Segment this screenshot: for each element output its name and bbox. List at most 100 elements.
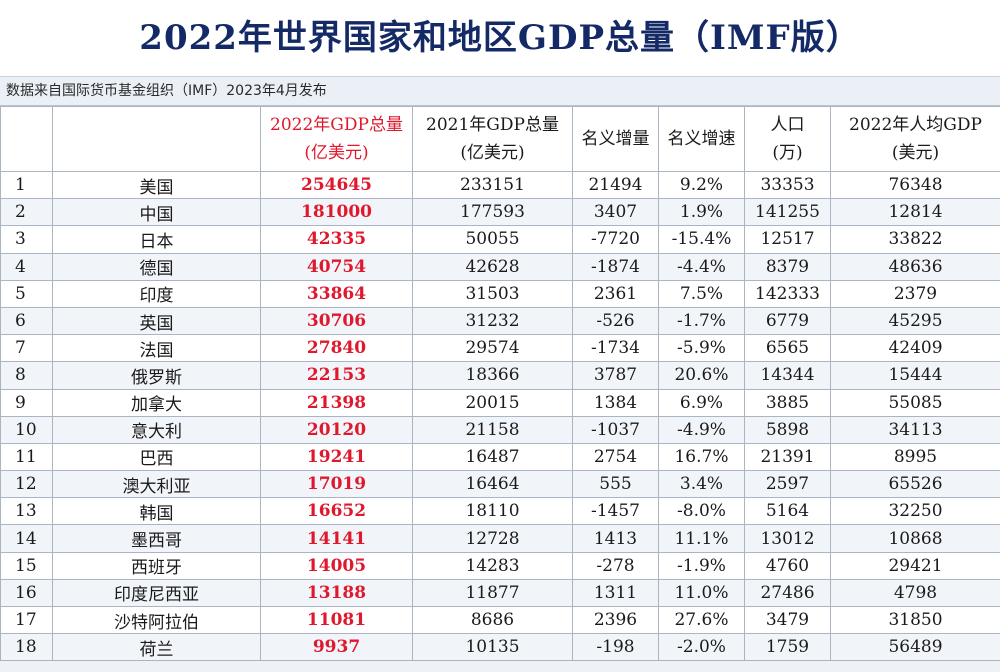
cell-gdp-2022: 27840	[260, 334, 413, 363]
cell-gdp-2021: 8686	[412, 605, 573, 635]
cell-growth: -15.4%	[658, 225, 745, 254]
cell-population: 3885	[744, 388, 831, 417]
cell-increase: -1037	[572, 415, 659, 444]
cell-rank: 1	[0, 170, 53, 200]
cell-rank: 7	[0, 334, 53, 363]
source-note: 数据来自国际货币基金组织（IMF）2023年4月发布	[0, 77, 1000, 106]
table-header: 2022年GDP总量 (亿美元) 2021年GDP总量 (亿美元) 名义增量 名…	[0, 106, 1000, 172]
table-row: 5 印度 33864 31503 2361 7.5% 142333 2379	[0, 279, 1000, 308]
cell-per-capita: 48636	[830, 252, 1000, 281]
cell-population: 2597	[744, 470, 831, 499]
cell-increase: 3407	[572, 198, 659, 227]
cell-gdp-2021: 12728	[412, 524, 573, 553]
cell-growth: -1.7%	[658, 306, 745, 336]
cell-growth: 6.9%	[658, 388, 745, 417]
cell-gdp-2021: 233151	[412, 170, 573, 200]
header-per-capita-unit: (美元)	[891, 143, 940, 163]
cell-population: 12517	[744, 225, 831, 254]
cell-name: 印度	[52, 279, 261, 308]
cell-population: 4760	[744, 551, 831, 580]
cell-increase: -7720	[572, 225, 659, 254]
cell-gdp-2021: 177593	[412, 198, 573, 227]
cell-rank: 12	[0, 470, 53, 499]
cell-growth: 11.0%	[658, 578, 745, 608]
cell-name: 加拿大	[52, 388, 261, 417]
table-row: 4 德国 40754 42628 -1874 -4.4% 8379 48636	[0, 252, 1000, 281]
cell-name: 美国	[52, 170, 261, 200]
table-row: 3 日本 42335 50055 -7720 -15.4% 12517 33822	[0, 225, 1000, 254]
cell-gdp-2021: 16487	[412, 442, 573, 472]
cell-per-capita: 4798	[830, 578, 1000, 608]
table-row: 10 意大利 20120 21158 -1037 -4.9% 5898 34113	[0, 415, 1000, 444]
header-increase: 名义增量	[572, 106, 659, 172]
cell-name: 英国	[52, 306, 261, 336]
cell-per-capita: 10868	[830, 524, 1000, 553]
cell-rank: 9	[0, 388, 53, 417]
cell-gdp-2021: 29574	[412, 334, 573, 363]
cell-growth: 20.6%	[658, 361, 745, 390]
cell-gdp-2022: 33864	[260, 279, 413, 308]
cell-per-capita: 31850	[830, 605, 1000, 635]
cell-gdp-2022: 17019	[260, 470, 413, 499]
cell-gdp-2022: 181000	[260, 198, 413, 227]
cell-growth: -5.9%	[658, 334, 745, 363]
page-title: 2022年世界国家和地区GDP总量（IMF版）	[0, 0, 1000, 77]
header-per-capita: 2022年人均GDP (美元)	[830, 106, 1000, 172]
cell-increase: 21494	[572, 170, 659, 200]
cell-increase: 2396	[572, 605, 659, 635]
cell-growth: -4.4%	[658, 252, 745, 281]
table-row: 6 英国 30706 31232 -526 -1.7% 6779 45295	[0, 306, 1000, 336]
header-gdp-2022: 2022年GDP总量 (亿美元)	[260, 106, 413, 172]
cell-rank: 10	[0, 415, 53, 444]
cell-per-capita: 29421	[830, 551, 1000, 580]
cell-increase: 1311	[572, 578, 659, 608]
cell-increase: 1413	[572, 524, 659, 553]
cell-gdp-2022: 16652	[260, 497, 413, 526]
cell-per-capita: 32250	[830, 497, 1000, 526]
table-row: 1 美国 254645 233151 21494 9.2% 33353 76348	[0, 170, 1000, 200]
gdp-table: 2022年GDP总量 (亿美元) 2021年GDP总量 (亿美元) 名义增量 名…	[0, 106, 1000, 662]
cell-gdp-2021: 50055	[412, 225, 573, 254]
header-growth: 名义增速	[658, 106, 745, 172]
cell-gdp-2021: 31503	[412, 279, 573, 308]
cell-gdp-2021: 18366	[412, 361, 573, 390]
cell-per-capita: 65526	[830, 470, 1000, 499]
cell-name: 荷兰	[52, 633, 261, 662]
cell-population: 141255	[744, 198, 831, 227]
cell-population: 3479	[744, 605, 831, 635]
header-gdp-2022-title: 2022年GDP总量	[270, 115, 403, 135]
table-row: 9 加拿大 21398 20015 1384 6.9% 3885 55085	[0, 388, 1000, 417]
cell-name: 日本	[52, 225, 261, 254]
cell-name: 巴西	[52, 442, 261, 472]
cell-population: 13012	[744, 524, 831, 553]
table-row: 14 墨西哥 14141 12728 1413 11.1% 13012 10868	[0, 524, 1000, 553]
cell-gdp-2021: 18110	[412, 497, 573, 526]
cell-name: 西班牙	[52, 551, 261, 580]
cell-gdp-2021: 10135	[412, 633, 573, 662]
cell-gdp-2022: 14005	[260, 551, 413, 580]
header-name	[52, 106, 261, 172]
cell-rank: 5	[0, 279, 53, 308]
cell-per-capita: 15444	[830, 361, 1000, 390]
cell-growth: -8.0%	[658, 497, 745, 526]
cell-increase: 1384	[572, 388, 659, 417]
cell-increase: 555	[572, 470, 659, 499]
table-row: 18 荷兰 9937 10135 -198 -2.0% 1759 56489	[0, 633, 1000, 662]
cell-population: 33353	[744, 170, 831, 200]
cell-name: 意大利	[52, 415, 261, 444]
cell-population: 6779	[744, 306, 831, 336]
cell-per-capita: 56489	[830, 633, 1000, 662]
cell-increase: 2754	[572, 442, 659, 472]
cell-gdp-2022: 30706	[260, 306, 413, 336]
cell-name: 俄罗斯	[52, 361, 261, 390]
table-row: 2 中国 181000 177593 3407 1.9% 141255 12814	[0, 198, 1000, 227]
cell-rank: 16	[0, 578, 53, 608]
cell-gdp-2021: 42628	[412, 252, 573, 281]
header-gdp-2022-unit: (亿美元)	[304, 143, 369, 163]
cell-gdp-2022: 21398	[260, 388, 413, 417]
cell-gdp-2021: 16464	[412, 470, 573, 499]
cell-rank: 15	[0, 551, 53, 580]
cell-per-capita: 45295	[830, 306, 1000, 336]
cell-rank: 6	[0, 306, 53, 336]
cell-growth: 27.6%	[658, 605, 745, 635]
